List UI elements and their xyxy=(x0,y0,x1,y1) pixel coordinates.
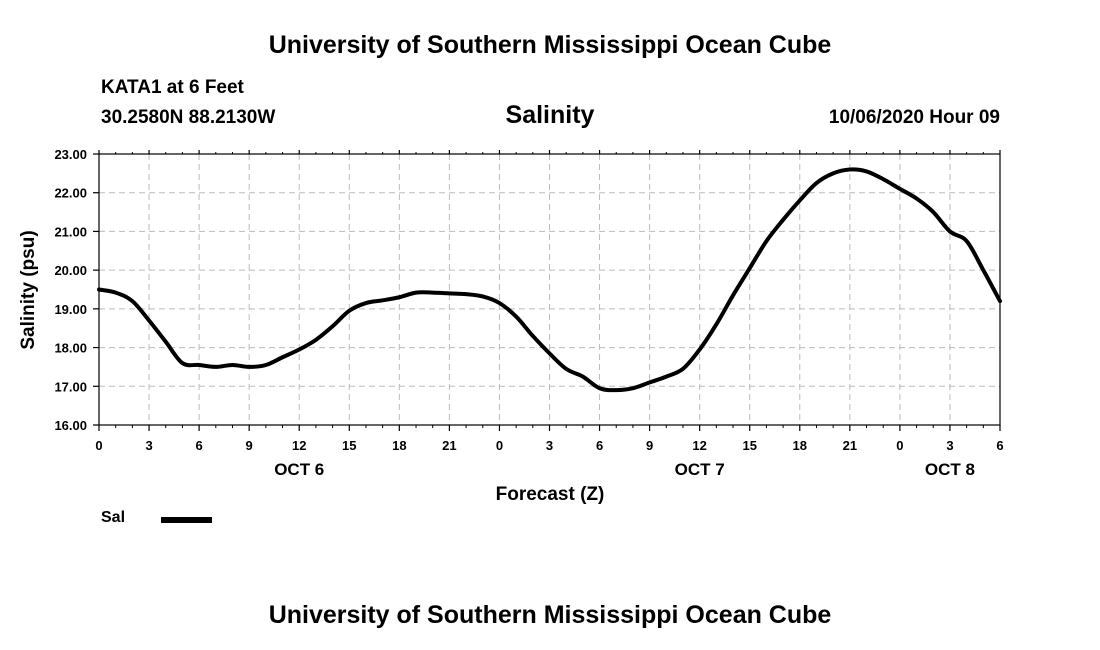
y-tick-label: 22.00 xyxy=(54,186,87,201)
x-tick-label: 15 xyxy=(342,438,356,453)
x-tick-label: 6 xyxy=(996,438,1003,453)
x-tick-label: 0 xyxy=(95,438,102,453)
x-tick-label: 0 xyxy=(896,438,903,453)
x-tick-label: 12 xyxy=(292,438,306,453)
footer-title: University of Southern Mississippi Ocean… xyxy=(268,601,832,629)
variable-title: Salinity xyxy=(505,101,595,129)
y-tick-label: 20.00 xyxy=(54,263,87,278)
legend-swatch-sal xyxy=(161,517,212,523)
axis-labels: 16.00 17.00 18.00 19.00 20.00 21.00 22.00 23.00… xyxy=(54,147,1003,479)
x-tick-label: 21 xyxy=(843,438,857,453)
x-tick-label: 3 xyxy=(946,438,953,453)
date-label: OCT 6 xyxy=(274,460,324,479)
x-tick-label: 21 xyxy=(442,438,456,453)
y-tick-label: 18.00 xyxy=(54,341,87,356)
x-tick-label: 3 xyxy=(546,438,553,453)
x-tick-label: 6 xyxy=(596,438,603,453)
forecast-timestamp: 10/06/2020 Hour 09 xyxy=(828,107,1000,128)
chart-title: University of Southern Mississippi Ocean… xyxy=(268,31,832,59)
x-tick-label: 9 xyxy=(646,438,653,453)
x-tick-label: 9 xyxy=(246,438,253,453)
series-line-sal xyxy=(97,167,1002,393)
x-tick-label: 0 xyxy=(496,438,503,453)
y-tick-label: 21.00 xyxy=(54,224,87,239)
x-tick-label: 18 xyxy=(793,438,807,453)
legend-label-sal: Sal xyxy=(101,509,126,526)
x-tick-label: 3 xyxy=(145,438,152,453)
axis-ticks xyxy=(93,150,1001,431)
station-coordinates: 30.2580N 88.2130W xyxy=(101,107,276,128)
y-tick-label: 16.00 xyxy=(54,418,87,433)
date-label: OCT 8 xyxy=(925,460,975,479)
date-label: OCT 7 xyxy=(675,460,725,479)
x-tick-label: 6 xyxy=(195,438,202,453)
y-axis-title: Salinity (psu) xyxy=(18,230,39,349)
x-axis-title: Forecast (Z) xyxy=(496,484,605,505)
y-tick-label: 19.00 xyxy=(54,302,87,317)
x-tick-label: 18 xyxy=(392,438,406,453)
station-label: KATA1 at 6 Feet xyxy=(101,77,244,98)
y-tick-label: 23.00 xyxy=(54,147,87,162)
x-tick-label: 15 xyxy=(742,438,756,453)
x-tick-label: 12 xyxy=(692,438,706,453)
grid xyxy=(99,154,1000,425)
y-tick-label: 17.00 xyxy=(54,379,87,394)
